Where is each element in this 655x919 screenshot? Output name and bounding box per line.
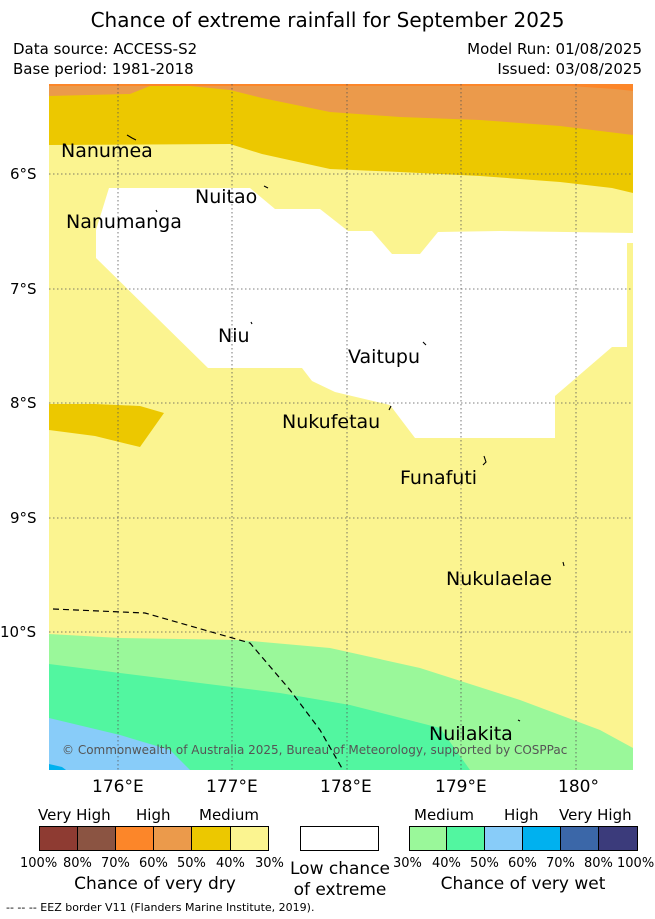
lat-label: 9°S — [10, 509, 37, 527]
island-label-nukulaelae: Nukulaelae — [446, 568, 552, 590]
data-source: Data source: ACCESS-S2 — [13, 40, 198, 58]
lat-label: 6°S — [10, 165, 37, 183]
wet-40-50-zone — [49, 664, 470, 770]
swatch-wet-60-70 — [522, 826, 561, 851]
lon-label: 176°E — [92, 777, 144, 797]
wet-percent: 30% — [393, 856, 422, 871]
eez-border — [52, 608, 344, 770]
dry-legend-caption: Chance of very dry — [74, 874, 236, 894]
dry-percent: 100% — [20, 856, 58, 871]
island-label-funafuti: Funafuti — [400, 467, 478, 489]
island-label-nuitao: Nuitao — [195, 186, 258, 208]
island-label-niu: Niu — [218, 325, 250, 347]
low-chance-zone — [96, 188, 633, 438]
wet-header-high: High — [504, 806, 539, 824]
wet-percent: 80% — [584, 856, 613, 871]
graticule — [49, 84, 633, 770]
swatch-wet-80-100 — [598, 826, 638, 851]
lon-label: 178°E — [320, 777, 372, 797]
swatch-wet-70-80 — [560, 826, 599, 851]
swatch-dry-100-80 — [39, 826, 78, 851]
lon-label: 180° — [558, 777, 599, 797]
dry-percent: 30% — [255, 856, 284, 871]
wet-percent: 40% — [432, 856, 461, 871]
island-label-nukufetau: Nukufetau — [282, 411, 381, 433]
dry-header-very-high: Very High — [38, 806, 111, 824]
swatch-dry-60-50 — [153, 826, 192, 851]
lon-label: 177°E — [206, 777, 258, 797]
swatch-wet-50-60 — [484, 826, 523, 851]
swatch-dry-50-40 — [191, 826, 231, 851]
model-run: Model Run: 01/08/2025 — [467, 40, 642, 58]
island-outlines — [126, 134, 565, 722]
lat-label: 7°S — [10, 280, 37, 298]
dry-percent: 80% — [63, 856, 92, 871]
swatch-wet-30-40 — [409, 826, 447, 851]
island-label-vaitupu: Vaitupu — [348, 346, 421, 368]
copyright-credit: © Commonwealth of Australia 2025, Bureau… — [62, 743, 568, 757]
wet-percent: 50% — [470, 856, 499, 871]
dry-60-50-zone — [49, 84, 633, 135]
low-chance-caption: Low chance — [290, 859, 390, 879]
wet-60-70-zone — [49, 764, 66, 770]
page-title: Chance of extreme rainfall for September… — [90, 8, 565, 32]
wet-header-medium: Medium — [414, 806, 474, 824]
dry-70-60-zone — [49, 84, 633, 91]
low-chance-caption-2: of extreme — [293, 880, 387, 900]
island-label-nanumanga: Nanumanga — [66, 211, 182, 233]
dry-header-medium: Medium — [199, 806, 259, 824]
base-period: Base period: 1981-2018 — [13, 60, 194, 78]
dry-header-high: High — [136, 806, 171, 824]
swatch-dry-80-70 — [77, 826, 116, 851]
dry-percent: 50% — [177, 856, 206, 871]
dry-pocket-zone — [49, 404, 164, 447]
swatch-dry-70-60 — [115, 826, 154, 851]
wet-50-60-zone — [49, 718, 190, 770]
dry-percent: 60% — [139, 856, 168, 871]
issued-date: Issued: 03/08/2025 — [497, 60, 642, 78]
wet-percent: 70% — [546, 856, 575, 871]
swatch-dry-40-30 — [230, 826, 269, 851]
dry-percent: 40% — [216, 856, 245, 871]
wet-percent: 100% — [617, 856, 655, 871]
wet-legend-caption: Chance of very wet — [440, 874, 606, 894]
wet-header-very-high: Very High — [559, 806, 632, 824]
lat-label: 8°S — [10, 394, 37, 412]
swatch-low-chance — [300, 826, 379, 851]
lon-label: 179°E — [435, 777, 487, 797]
island-label-nanumea: Nanumea — [61, 140, 153, 162]
dry-percent: 70% — [101, 856, 130, 871]
eez-footnote: -- -- -- EEZ border V11 (Flanders Marine… — [6, 901, 315, 914]
wet-percent: 60% — [508, 856, 537, 871]
swatch-wet-40-50 — [446, 826, 485, 851]
island-label-nuilakita: Nuilakita — [429, 723, 513, 745]
lat-label: 10°S — [0, 623, 37, 641]
